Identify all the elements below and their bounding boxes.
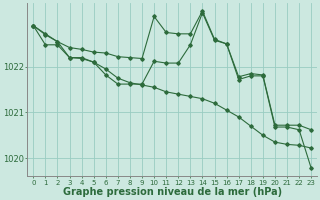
X-axis label: Graphe pression niveau de la mer (hPa): Graphe pression niveau de la mer (hPa) [63, 187, 282, 197]
